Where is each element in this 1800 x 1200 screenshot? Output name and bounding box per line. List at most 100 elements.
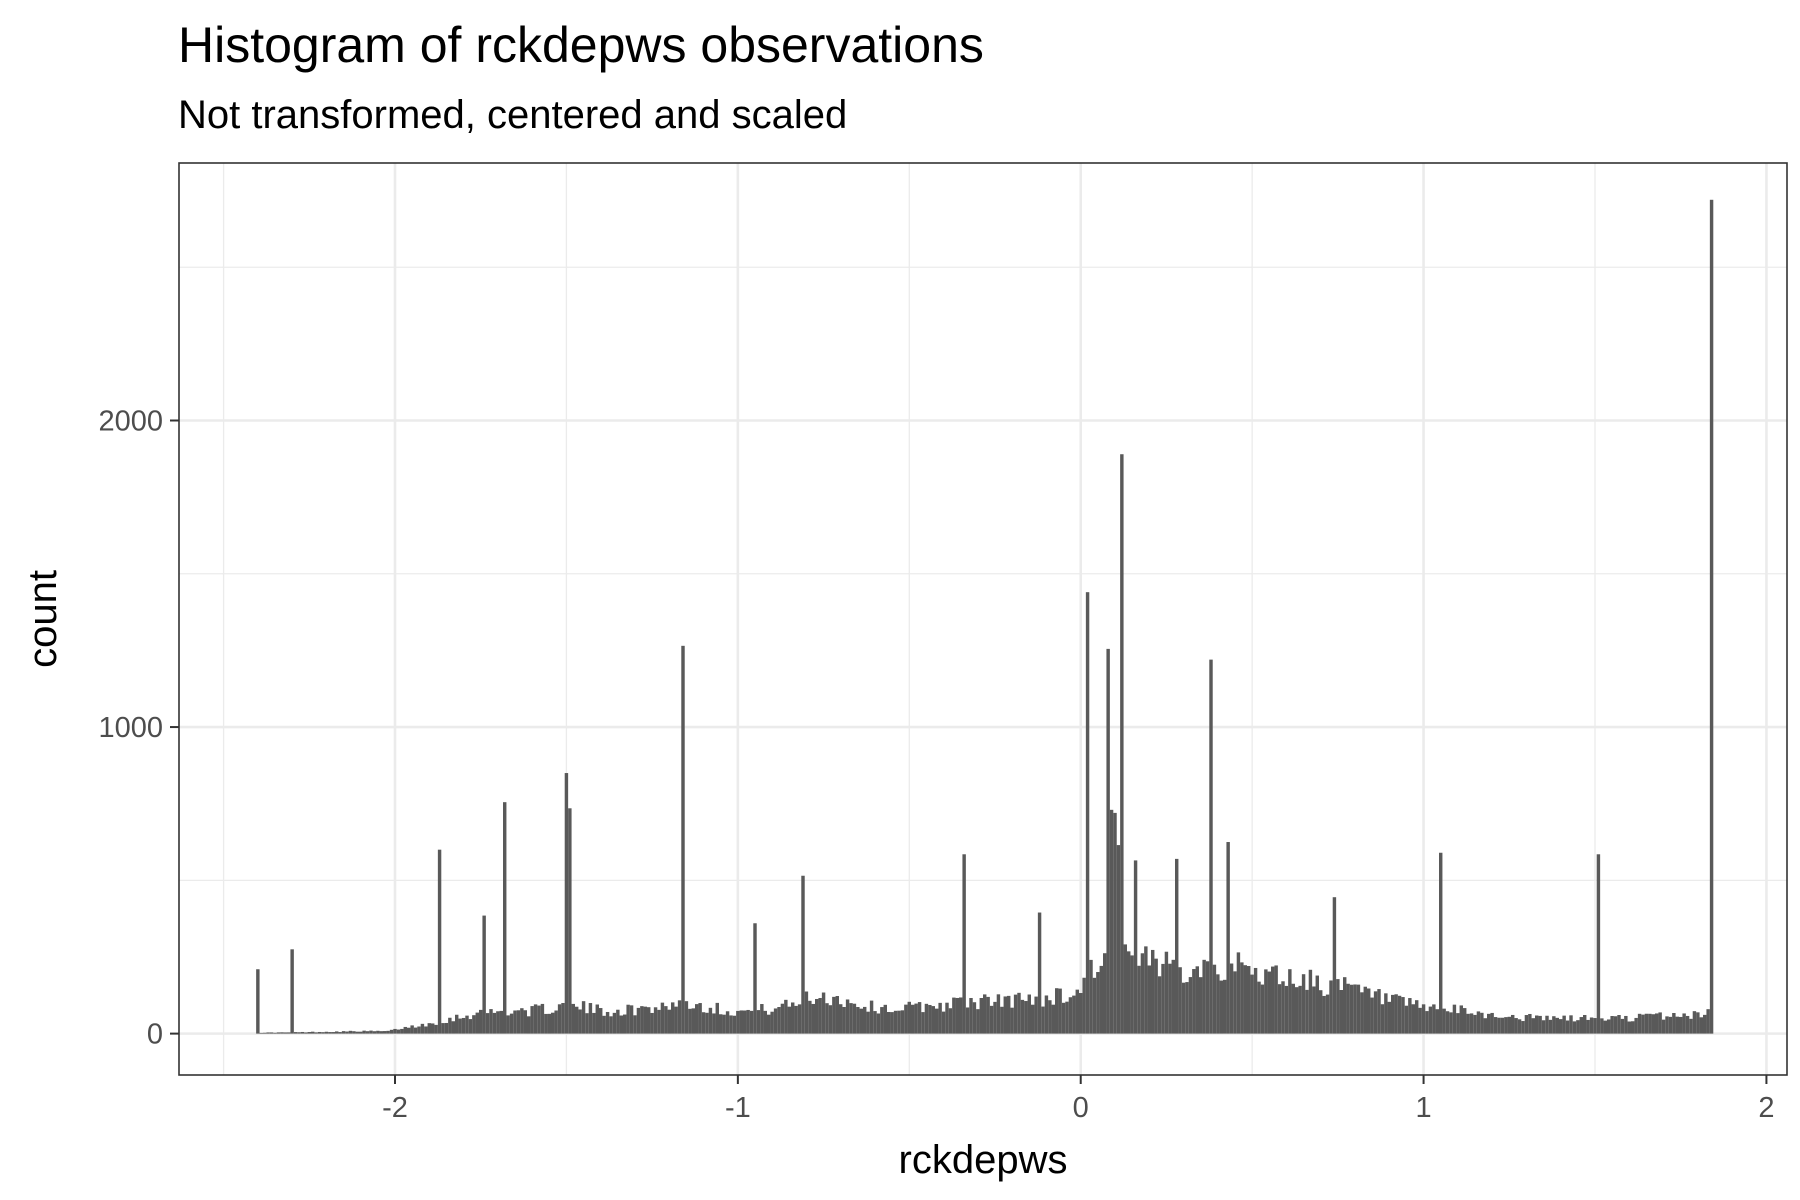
histogram-bar (516, 1010, 521, 1034)
histogram-bar (705, 1012, 709, 1034)
histogram-bar (1668, 1016, 1673, 1034)
histogram-bar (489, 1009, 493, 1034)
histogram-bar (760, 1004, 764, 1034)
histogram-bar (1644, 1013, 1649, 1034)
histogram-bar (293, 1032, 298, 1034)
histogram-bar (1113, 812, 1117, 1034)
histogram-bar (1555, 1017, 1559, 1034)
histogram-bar (482, 915, 486, 1034)
histogram-bar (650, 1012, 654, 1034)
histogram-bar (530, 1006, 534, 1034)
histogram-bar (1055, 988, 1059, 1034)
histogram-bar (1675, 1016, 1679, 1034)
histogram-bar (1541, 1020, 1546, 1034)
x-tick-label: -1 (725, 1092, 751, 1124)
histogram-bar (341, 1031, 346, 1034)
histogram-bar (1092, 977, 1097, 1034)
histogram-bar (1010, 1007, 1014, 1034)
histogram-bar (1271, 966, 1275, 1034)
histogram-bar (1322, 995, 1326, 1034)
histogram-bar (887, 1011, 891, 1034)
histogram-bar (417, 1026, 421, 1034)
histogram-bar (1572, 1021, 1577, 1034)
histogram-bar (465, 1015, 469, 1034)
histogram-bar (321, 1032, 325, 1034)
histogram-bar (317, 1031, 322, 1034)
histogram-bar (389, 1029, 394, 1034)
histogram-bar (1301, 974, 1306, 1034)
histogram-bar (1363, 986, 1367, 1034)
x-axis: -2 -1 0 1 2 (382, 1075, 1774, 1124)
histogram-bar (1620, 1018, 1625, 1034)
histogram-bar (1607, 1019, 1611, 1034)
histogram-bar (1277, 984, 1282, 1034)
histogram-bar (1188, 977, 1193, 1034)
histogram-bar (1524, 1015, 1529, 1034)
histogram-bar (393, 1028, 397, 1034)
histogram-bar (1037, 912, 1042, 1034)
histogram-bar (1685, 1015, 1690, 1034)
panel-background (179, 163, 1787, 1075)
histogram-bar (1349, 984, 1354, 1034)
histogram-bar (297, 1032, 301, 1034)
histogram-bar (1202, 959, 1206, 1034)
x-tick-label: 0 (1073, 1092, 1089, 1124)
histogram-bar (1291, 983, 1295, 1034)
histogram-bar (1370, 997, 1374, 1034)
histogram-bar (1000, 1006, 1004, 1034)
histogram-bar (1507, 1016, 1511, 1034)
histogram-bar (962, 854, 966, 1034)
histogram-bar (708, 1007, 713, 1034)
histogram-bar (893, 1010, 898, 1034)
histogram-bar (1226, 842, 1230, 1034)
histogram-bar (856, 1006, 860, 1034)
histogram-bar (1442, 1008, 1446, 1034)
histogram-bar (551, 1012, 555, 1034)
histogram-bar (1020, 999, 1025, 1034)
histogram-bar (383, 1031, 387, 1034)
histogram-bar (259, 1032, 263, 1034)
histogram-bar (904, 1004, 908, 1034)
histogram-bar (1613, 1016, 1618, 1034)
histogram-bar (461, 1017, 466, 1034)
histogram-bar (849, 1003, 853, 1034)
histogram-bar (1267, 971, 1271, 1034)
histogram-bar (1178, 967, 1182, 1034)
histogram-bar (1044, 995, 1049, 1034)
histogram-bar (1223, 979, 1227, 1034)
histogram-bar (1682, 1013, 1686, 1034)
histogram-bar (1229, 963, 1234, 1034)
chart-title: Histogram of rckdepws observations (178, 17, 984, 73)
histogram-bar (1559, 1019, 1563, 1034)
histogram-bar (592, 1012, 596, 1034)
histogram-bar (612, 1012, 617, 1034)
histogram-bar (1493, 1017, 1498, 1034)
histogram-bar (1260, 984, 1265, 1034)
histogram-bar (1175, 858, 1179, 1034)
histogram-bar (1209, 659, 1213, 1034)
histogram-bar (352, 1031, 356, 1034)
histogram-bar (1535, 1015, 1539, 1034)
x-axis-title: rckdepws (899, 1138, 1068, 1182)
histogram-bar (1692, 1011, 1697, 1034)
histogram-bar (468, 1019, 473, 1034)
histogram-bar (533, 1004, 538, 1034)
histogram-bar (1319, 990, 1323, 1034)
histogram-bar (263, 1032, 267, 1034)
histogram-bar (369, 1030, 373, 1034)
histogram-bar (1219, 980, 1223, 1034)
histogram-bar (1548, 1019, 1553, 1034)
histogram-bar (1315, 975, 1319, 1034)
histogram-bar (1459, 1005, 1463, 1034)
histogram-bar (1353, 984, 1357, 1034)
histogram-bar (1432, 1004, 1436, 1034)
histogram-bar (256, 969, 260, 1034)
histogram-bar (897, 1010, 901, 1034)
histogram-bar (839, 1004, 843, 1034)
histogram-bar (355, 1031, 359, 1034)
histogram-bar (746, 1009, 750, 1034)
histogram-bar (1641, 1014, 1645, 1034)
histogram-bar (1339, 990, 1343, 1034)
histogram-bar (1061, 1002, 1066, 1034)
histogram-bar (1013, 994, 1018, 1034)
